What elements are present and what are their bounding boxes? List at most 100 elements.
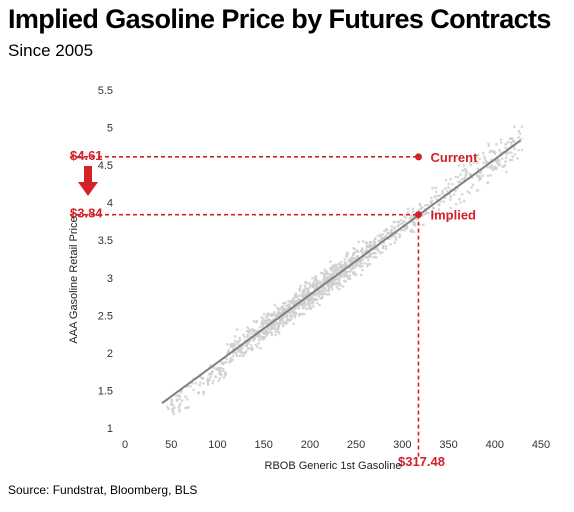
scatter-point — [520, 125, 524, 128]
scatter-point — [264, 329, 268, 332]
scatter-point — [180, 399, 184, 402]
scatter-point — [409, 229, 412, 233]
scatter-point — [478, 157, 482, 161]
scatter-point — [235, 342, 238, 346]
scatter-point — [315, 301, 319, 305]
scatter-point — [364, 256, 368, 259]
scatter-point — [262, 317, 265, 321]
scatter-point — [508, 158, 512, 162]
scatter-point — [313, 279, 317, 282]
scatter-point — [437, 208, 441, 211]
scatter-point — [368, 262, 372, 266]
scatter-point — [244, 352, 247, 355]
scatter-point — [289, 314, 293, 317]
implied-label: Implied — [430, 208, 476, 223]
scatter-point — [491, 168, 495, 171]
source-note: Source: Fundstrat, Bloomberg, BLS — [8, 483, 198, 497]
scatter-point — [302, 304, 305, 307]
scatter-point — [360, 247, 364, 250]
scatter-point — [517, 136, 520, 139]
scatter-point — [380, 251, 384, 254]
scatter-point — [449, 195, 453, 198]
scatter-point — [222, 361, 226, 365]
scatter-point — [348, 277, 352, 281]
y-tick-label: 3.5 — [98, 235, 113, 247]
scatter-point — [311, 276, 314, 280]
scatter-point — [359, 265, 362, 269]
scatter-point — [318, 290, 322, 294]
x-tick-label: 300 — [393, 439, 411, 451]
scatter-point — [401, 228, 404, 232]
scatter-point — [456, 176, 460, 179]
scatter-point — [355, 249, 359, 252]
scatter-point — [327, 276, 330, 280]
scatter-point — [330, 266, 333, 270]
scatter-point — [255, 319, 259, 323]
scatter-point — [459, 173, 462, 176]
scatter-point — [365, 245, 369, 249]
scatter-point — [482, 161, 485, 165]
scatter-point — [374, 252, 377, 255]
scatter-point — [217, 366, 221, 370]
scatter-point — [276, 330, 280, 334]
scatter-point — [199, 381, 202, 384]
scatter-point — [270, 333, 274, 336]
scatter-point — [256, 345, 259, 349]
scatter-point — [486, 174, 490, 178]
scatter-point — [179, 402, 182, 405]
implied-price-label: $3.84 — [70, 206, 103, 221]
scatter-point — [264, 331, 268, 334]
scatter-point — [308, 299, 312, 303]
scatter-point — [486, 166, 489, 169]
scatter-point — [346, 252, 350, 256]
scatter-point — [215, 367, 218, 371]
scatter-point — [253, 329, 257, 332]
scatter-point — [366, 256, 370, 259]
scatter-point — [435, 198, 438, 201]
scatter-point — [399, 222, 403, 226]
scatter-point — [218, 377, 222, 380]
scatter-point — [220, 361, 223, 364]
scatter-point — [431, 186, 434, 190]
scatter-point — [212, 379, 215, 382]
scatter-point — [511, 155, 514, 158]
scatter-point — [345, 275, 349, 278]
chart-title: Implied Gasoline Price by Futures Contra… — [8, 4, 551, 34]
scatter-point — [447, 182, 450, 186]
scatter-point — [293, 316, 297, 319]
scatter-point — [499, 141, 503, 144]
scatter-point — [293, 294, 297, 298]
scatter-point — [359, 250, 362, 253]
scatter-point — [475, 157, 478, 160]
scatter-point — [468, 191, 472, 195]
scatter-point — [368, 242, 372, 246]
scatter-point — [460, 193, 464, 196]
scatter-point — [421, 205, 424, 209]
scatter-point — [441, 189, 445, 193]
scatter-point — [483, 157, 487, 161]
scatter-point — [294, 292, 298, 296]
scatter-point — [335, 266, 338, 270]
scatter-point — [394, 238, 398, 241]
y-tick-label: 5.5 — [98, 85, 113, 97]
scatter-point — [292, 322, 295, 326]
scatter-point — [257, 342, 260, 345]
x-tick-label: 0 — [122, 439, 128, 451]
scatter-point — [206, 377, 210, 380]
y-axis-label: AAA Gasoline Retail Price — [68, 216, 80, 343]
scatter-point — [341, 263, 344, 267]
x-tick-label: 400 — [486, 439, 504, 451]
scatter-point — [222, 376, 226, 379]
y-tick-label: 3 — [107, 273, 113, 285]
scatter-point — [273, 303, 277, 307]
scatter-point — [326, 293, 329, 296]
scatter-point — [490, 164, 494, 167]
y-tick-label: 5 — [107, 123, 113, 135]
scatter-point — [359, 259, 363, 262]
scatter-point — [265, 319, 268, 323]
scatter-point — [487, 144, 491, 147]
scatter-point — [513, 153, 517, 156]
scatter-point — [351, 267, 355, 270]
scatter-point — [499, 138, 503, 141]
scatter-point — [262, 312, 266, 316]
